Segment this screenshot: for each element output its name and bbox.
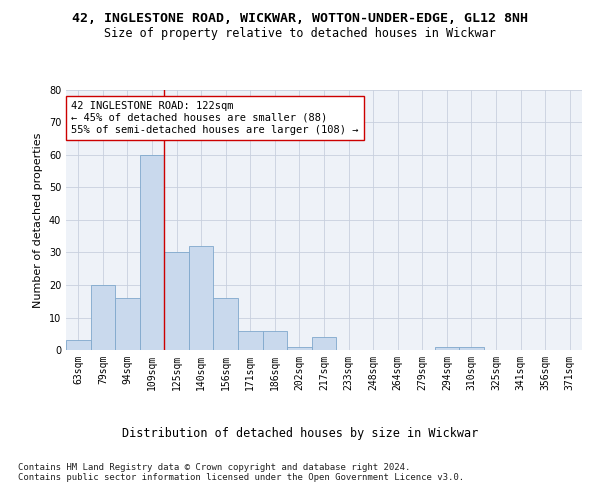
Text: Contains HM Land Registry data © Crown copyright and database right 2024.
Contai: Contains HM Land Registry data © Crown c… xyxy=(18,462,464,482)
Bar xyxy=(115,298,140,350)
Bar xyxy=(238,330,263,350)
Bar xyxy=(189,246,214,350)
Bar xyxy=(287,347,312,350)
Bar xyxy=(66,340,91,350)
Bar xyxy=(140,155,164,350)
Y-axis label: Number of detached properties: Number of detached properties xyxy=(33,132,43,308)
Bar xyxy=(459,347,484,350)
Text: Size of property relative to detached houses in Wickwar: Size of property relative to detached ho… xyxy=(104,28,496,40)
Text: Distribution of detached houses by size in Wickwar: Distribution of detached houses by size … xyxy=(122,428,478,440)
Bar xyxy=(312,337,336,350)
Bar xyxy=(214,298,238,350)
Text: 42 INGLESTONE ROAD: 122sqm
← 45% of detached houses are smaller (88)
55% of semi: 42 INGLESTONE ROAD: 122sqm ← 45% of deta… xyxy=(71,102,358,134)
Bar xyxy=(91,285,115,350)
Text: 42, INGLESTONE ROAD, WICKWAR, WOTTON-UNDER-EDGE, GL12 8NH: 42, INGLESTONE ROAD, WICKWAR, WOTTON-UND… xyxy=(72,12,528,26)
Bar xyxy=(164,252,189,350)
Bar xyxy=(263,330,287,350)
Bar xyxy=(434,347,459,350)
